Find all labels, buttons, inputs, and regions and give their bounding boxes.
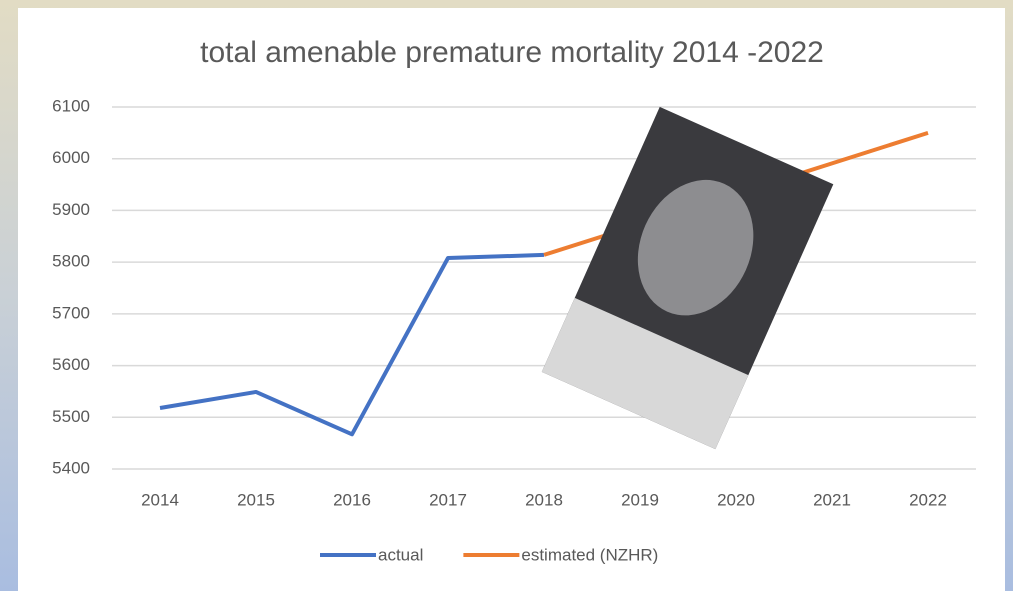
screenshot: total amenable premature mortality 2014 … <box>0 0 1013 591</box>
x-tick-label: 2019 <box>621 490 659 509</box>
y-tick-label: 5600 <box>52 355 90 374</box>
x-tick-label: 2018 <box>525 490 563 509</box>
y-tick-label: 5800 <box>52 252 90 271</box>
y-tick-label: 5700 <box>52 303 90 322</box>
y-tick-label: 5900 <box>52 200 90 219</box>
y-tick-label: 6000 <box>52 148 90 167</box>
legend-label: estimated (NZHR) <box>521 545 658 564</box>
x-tick-label: 2014 <box>141 490 179 509</box>
x-tick-label: 2016 <box>333 490 371 509</box>
chart: total amenable premature mortality 2014 … <box>0 0 1013 591</box>
y-tick-label: 5500 <box>52 407 90 426</box>
x-tick-label: 2020 <box>717 490 755 509</box>
x-tick-label: 2017 <box>429 490 467 509</box>
x-tick-label: 2022 <box>909 490 947 509</box>
x-tick-label: 2015 <box>237 490 275 509</box>
y-tick-label: 6100 <box>52 96 90 115</box>
chart-title: total amenable premature mortality 2014 … <box>200 36 824 69</box>
y-tick-label: 5400 <box>52 458 90 477</box>
legend-label: actual <box>378 545 423 564</box>
x-tick-label: 2021 <box>813 490 851 509</box>
